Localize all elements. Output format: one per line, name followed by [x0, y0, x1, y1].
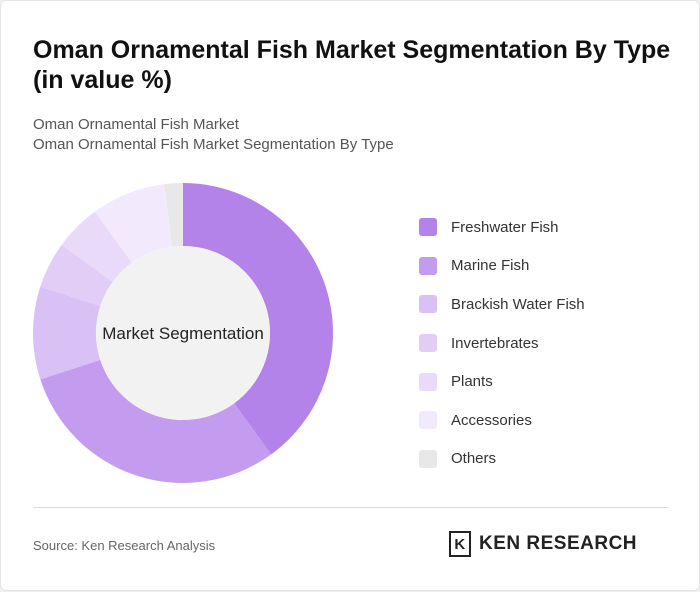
donut-hole	[96, 246, 270, 420]
slice-plants	[61, 211, 132, 282]
slice-invertebrates	[40, 244, 113, 307]
legend-label: Freshwater Fish	[451, 218, 559, 236]
logo-k-icon: K	[449, 531, 471, 557]
source-text: Source: Ken Research Analysis	[33, 538, 216, 553]
legend-swatch	[419, 256, 437, 275]
legend-swatch	[419, 334, 437, 353]
legend-swatch	[419, 218, 437, 237]
legend-label: Others	[451, 450, 497, 468]
legend-label: Marine Fish	[451, 257, 530, 275]
legend-item: Plants	[419, 362, 585, 401]
slice-accessories	[94, 184, 173, 263]
slice-marine-fish	[40, 359, 272, 483]
legend-label: Invertebrates	[451, 334, 539, 352]
legend-swatch	[419, 449, 437, 468]
center-label: Market Segmentation	[102, 324, 264, 343]
subtitle-segmentation: Oman Ornamental Fish Market Segmentation…	[33, 136, 394, 153]
legend-label: Plants	[451, 373, 493, 391]
legend-item: Freshwater Fish	[419, 208, 585, 247]
legend-label: Brackish Water Fish	[451, 295, 585, 313]
legend: Freshwater Fish Marine Fish Brackish Water…	[419, 208, 585, 478]
subtitle-market: Oman Ornamental Fish Market	[33, 116, 239, 133]
legend-item: Accessories	[419, 401, 585, 440]
legend-item: Others	[419, 440, 585, 479]
chart-title: Oman Ornamental Fish Market Segmentation…	[33, 36, 671, 94]
logo-text: KEN RESEARCH	[479, 533, 638, 554]
legend-item: Brackish Water Fish	[419, 285, 585, 324]
legend-item: Invertebrates	[419, 324, 585, 363]
slice-freshwater-fish	[183, 183, 333, 455]
legend-swatch	[419, 372, 437, 391]
legend-swatch	[419, 411, 437, 430]
ken-research-logo: K KEN RESEARCH	[449, 531, 637, 557]
legend-label: Accessories	[451, 411, 532, 429]
slice-brackish-water-fish	[33, 286, 101, 380]
divider	[33, 507, 669, 508]
slice-others	[164, 183, 183, 247]
legend-swatch	[419, 295, 437, 314]
legend-item: Marine Fish	[419, 247, 585, 286]
